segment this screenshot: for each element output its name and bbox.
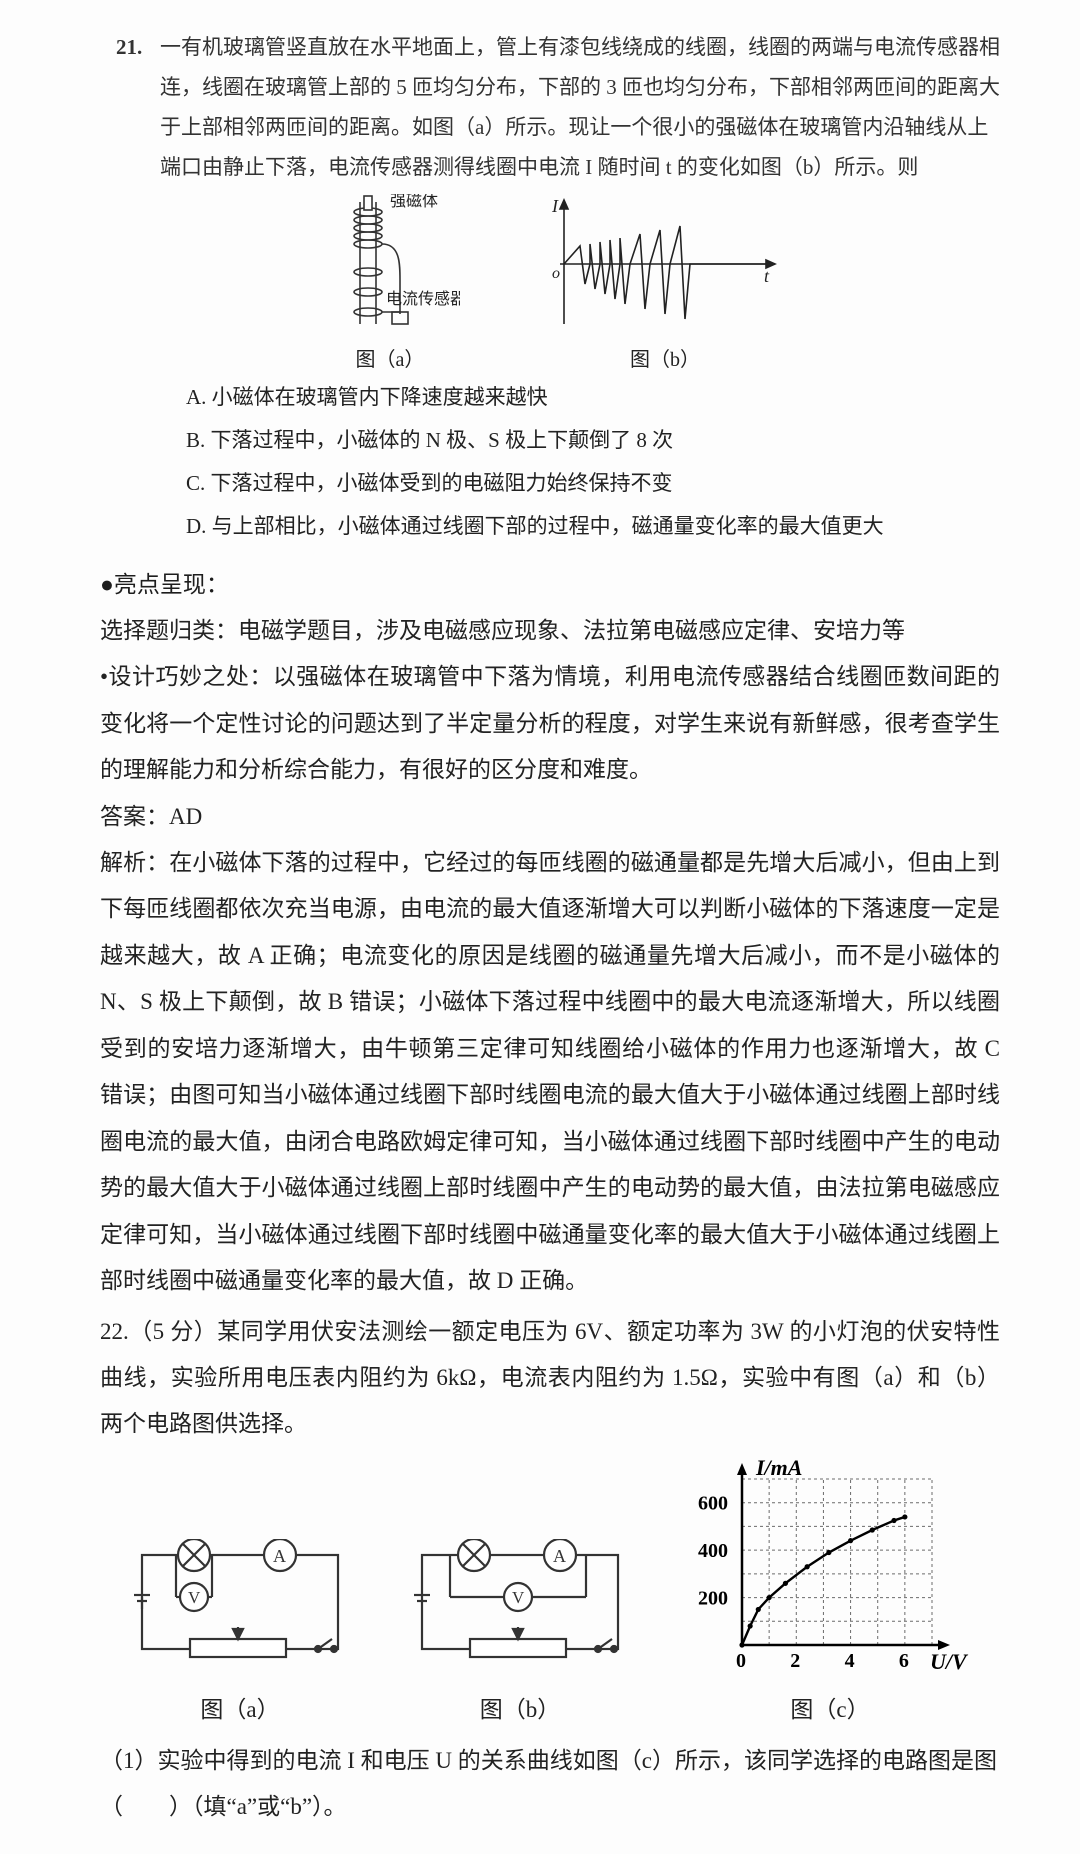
svg-text:400: 400 [698, 1540, 728, 1562]
svg-text:V: V [188, 1588, 201, 1607]
svg-text:0: 0 [736, 1650, 746, 1672]
circuit-b-block: A V 图（b） [410, 1539, 630, 1724]
label-magnet: 强磁体 [390, 194, 438, 210]
circuit-b-svg: A V [410, 1539, 630, 1679]
svg-text:U/V: U/V [930, 1649, 969, 1674]
highlight-line2: •设计巧妙之处：以强磁体在玻璃管中下落为情境，利用电流传感器结合线圈匝数间距的变… [100, 654, 1000, 793]
opt-b: B. 下落过程中，小磁体的 N 极、S 极上下颠倒了 8 次 [186, 419, 1000, 462]
opt-c: C. 下落过程中，小磁体受到的电磁阻力始终保持不变 [186, 462, 1000, 505]
q21-stem: 21.一有机玻璃管竖直放在水平地面上，管上有漆包线绕成的线圈，线圈的两端与电流传… [100, 28, 1000, 188]
svg-text:4: 4 [845, 1650, 855, 1672]
opt-d: D. 与上部相比，小磁体通过线圈下部的过程中，磁通量变化率的最大值更大 [186, 505, 1000, 548]
circuit-a-svg: A V [130, 1539, 350, 1679]
page: 21.一有机玻璃管竖直放在水平地面上，管上有漆包线绕成的线圈，线圈的两端与电流传… [0, 0, 1080, 1854]
circuit-b-caption: 图（b） [410, 1690, 630, 1724]
figure-b-svg: I t o [550, 194, 780, 334]
svg-text:A: A [553, 1546, 566, 1566]
figure-a-caption: 图（a） [320, 343, 460, 372]
graph-c-svg: 0 2 4 6 200 400 600 I/mA U/V [690, 1459, 970, 1679]
explanation: 解析：在小磁体下落的过程中，它经过的每匝线圈的磁通量都是先增大后减小，但由上到下… [100, 840, 1000, 1305]
svg-text:2: 2 [790, 1650, 800, 1672]
answer: 答案：AD [100, 794, 1000, 840]
label-sensor: 电流传感器 [386, 290, 460, 308]
figure-a-block: 强磁体 电流传感器 图（a） [320, 194, 460, 372]
svg-text:6: 6 [899, 1650, 909, 1672]
q22-sub1: （1）实验中得到的电流 I 和电压 U 的关系曲线如图（c）所示，该同学选择的电… [100, 1738, 1000, 1830]
svg-text:V: V [512, 1588, 525, 1607]
q21-body: 一有机玻璃管竖直放在水平地面上，管上有漆包线绕成的线圈，线圈的两端与电流传感器相… [160, 35, 1000, 179]
graph-c-caption: 图（c） [690, 1690, 970, 1724]
highlight-title: ●亮点呈现： [100, 562, 1000, 608]
svg-text:200: 200 [698, 1587, 728, 1609]
circuit-a-caption: 图（a） [130, 1690, 350, 1724]
highlight-line1: 选择题归类：电磁学题目，涉及电磁感应现象、法拉第电磁感应定律、安培力等 [100, 608, 1000, 654]
q21-number: 21. [116, 28, 160, 68]
opt-a: A. 小磁体在玻璃管内下降速度越来越快 [186, 376, 1000, 419]
svg-text:A: A [273, 1546, 286, 1566]
q22-stem: 22.（5 分）某同学用伏安法测绘一额定电压为 6V、额定功率为 3W 的小灯泡… [100, 1309, 1000, 1447]
figB-xlabel: t [764, 266, 770, 286]
svg-text:600: 600 [698, 1492, 728, 1514]
figure-a-svg: 强磁体 电流传感器 [320, 194, 460, 334]
figure-b-block: I t o 图（b） [550, 194, 780, 372]
q21-options: A. 小磁体在玻璃管内下降速度越来越快 B. 下落过程中，小磁体的 N 极、S … [100, 376, 1000, 548]
q21-figures: 强磁体 电流传感器 图（a） I t o 图（b） [100, 194, 1000, 372]
figB-ylabel: I [551, 196, 559, 216]
svg-text:I/mA: I/mA [755, 1459, 802, 1480]
figB-origin: o [552, 265, 560, 282]
circuit-a-block: A V 图（a） [130, 1539, 350, 1724]
q22-figures: A V 图（a） [100, 1459, 1000, 1724]
graph-c-block: 0 2 4 6 200 400 600 I/mA U/V 图（c） [690, 1459, 970, 1724]
figure-b-caption: 图（b） [550, 343, 780, 372]
